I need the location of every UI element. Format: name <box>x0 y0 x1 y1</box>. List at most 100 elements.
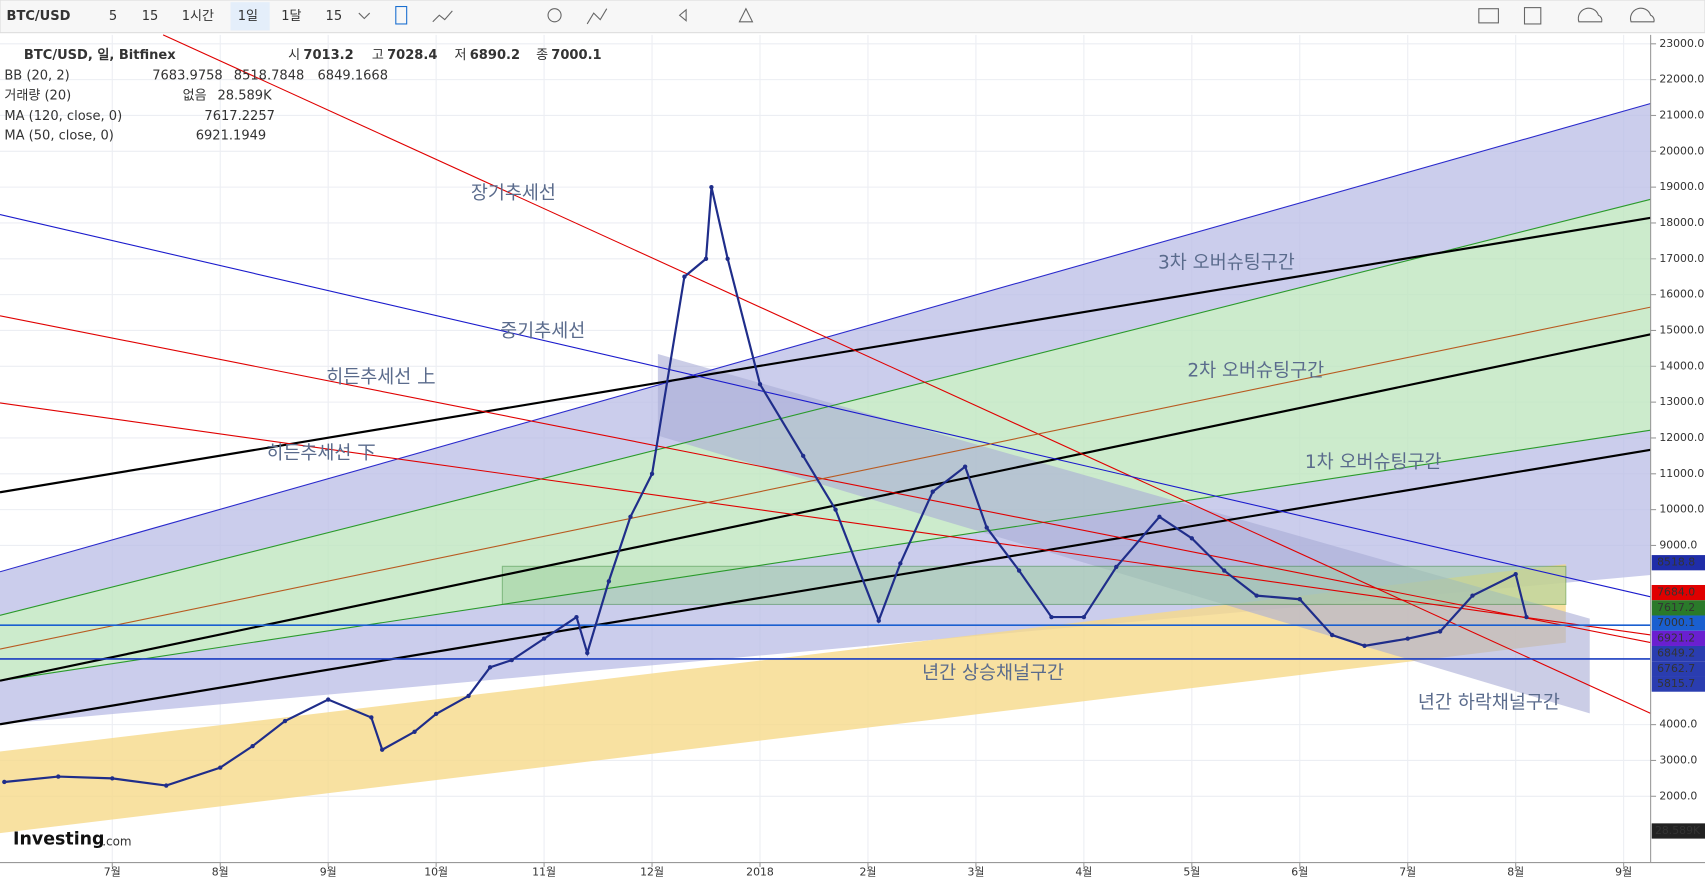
y-tick-label: 3000.0 <box>1659 753 1697 766</box>
price-point <box>574 614 579 620</box>
ohlc-value: 7013.2 <box>303 48 353 63</box>
x-tick-label: 7월 <box>1399 865 1416 878</box>
cloud-down[interactable] <box>1577 7 1603 23</box>
price-badge-label: 6762.7 <box>1657 662 1695 675</box>
price-badge <box>1651 555 1705 571</box>
legend: BTC/USD, 일, Bitfinex 시 7013.2 고 7028.4 저 6890.… <box>4 48 601 144</box>
cloud-up[interactable] <box>1630 7 1655 23</box>
logo-suffix: .com <box>102 834 131 848</box>
indicator-name: MA (50, close, 0) <box>4 129 114 144</box>
intervals: 5 15 1시간 1일 1달 15 <box>109 2 343 31</box>
price-point <box>326 697 331 702</box>
x-tick-label: 2월 <box>859 865 876 878</box>
y-tick-label: 23000.0 <box>1659 37 1704 50</box>
volume-badge <box>1651 823 1705 839</box>
price-badge <box>1651 630 1705 646</box>
price-badge-label: 7684.0 <box>1657 586 1695 599</box>
price-badge <box>1651 615 1705 631</box>
price-point <box>110 776 115 781</box>
price-point <box>164 783 169 788</box>
dropdown[interactable] <box>358 12 371 20</box>
annotation: 히든추세선 下 <box>266 443 375 464</box>
price-badge-label: 7617.2 <box>1657 601 1695 614</box>
x-tick-label: 5월 <box>1183 865 1200 878</box>
x-tick-label: 11월 <box>532 865 556 878</box>
x-tick-label: 4월 <box>1075 865 1092 878</box>
x-tick-label: 8월 <box>212 865 229 878</box>
layout-icon[interactable] <box>1523 7 1542 25</box>
annotation: 년간 상승채널구간 <box>922 663 1064 684</box>
symbol[interactable]: BTC/USD <box>7 9 71 24</box>
price-point <box>725 256 730 261</box>
interval[interactable]: 5 <box>109 9 117 24</box>
y-tick-label: 10000.0 <box>1659 503 1704 516</box>
y-tick-label: 21000.0 <box>1659 108 1704 121</box>
ohlc-value: 7028.4 <box>387 48 437 63</box>
price-badge <box>1651 661 1705 677</box>
price-point <box>709 184 714 190</box>
settings-icon[interactable] <box>547 8 562 23</box>
x-tick-label: 10월 <box>424 865 448 878</box>
toolbar-icons <box>358 5 1655 25</box>
price-point <box>682 274 687 279</box>
interval[interactable]: 1일 <box>238 9 258 24</box>
selected-interval <box>230 2 270 31</box>
y-tick-label: 14000.0 <box>1659 359 1704 372</box>
indicator-value: 28.589K <box>217 88 272 103</box>
interval[interactable]: 1시간 <box>182 9 214 24</box>
indicator-icon[interactable] <box>586 8 608 25</box>
alert-icon[interactable] <box>738 7 754 23</box>
price-point <box>282 718 288 724</box>
indicator-name: 거래량 (20) <box>4 88 71 103</box>
interval[interactable]: 15 <box>142 9 159 24</box>
price-point <box>1329 632 1335 638</box>
price-point <box>984 525 989 530</box>
price-point <box>1016 568 1022 573</box>
y-tick-label: 9000.0 <box>1659 538 1697 551</box>
x-tick-label: 3월 <box>967 865 984 878</box>
ohlc-label: 저 <box>455 48 467 63</box>
price-point <box>487 665 493 670</box>
ohlc-label: 고 <box>372 48 384 63</box>
interval[interactable]: 15 <box>326 9 343 24</box>
price-point <box>369 715 374 720</box>
indicator-value: 7617.2257 <box>204 109 275 124</box>
indicator-value: 8518.7848 <box>234 69 305 84</box>
price-badge-label: 5815.7 <box>1657 677 1695 690</box>
volume-badge-label: 28.589K <box>1655 824 1701 837</box>
price-point <box>1362 643 1367 648</box>
price-point <box>703 256 709 261</box>
price-badge <box>1651 600 1705 616</box>
x-tick-label: 9월 <box>1615 865 1632 878</box>
price-point <box>757 382 763 387</box>
x-tick-label: 2018 <box>746 865 774 878</box>
camera-icon[interactable] <box>1478 8 1499 24</box>
price-point <box>509 657 514 663</box>
candles-icon[interactable] <box>395 5 408 25</box>
price-point <box>2 779 7 785</box>
price-point <box>930 489 935 494</box>
price-badge <box>1651 676 1705 692</box>
price-point <box>218 765 223 770</box>
indicator-name: MA (120, close, 0) <box>4 109 122 124</box>
annotation: 2차 오버슈팅구간 <box>1187 360 1324 381</box>
line-icon[interactable] <box>432 10 453 23</box>
x-tick-label: 9월 <box>320 865 337 878</box>
price-point <box>898 561 903 566</box>
price-point <box>1114 564 1119 570</box>
price-point <box>628 514 633 519</box>
price-point <box>962 464 968 469</box>
y-tick-label: 12000.0 <box>1659 431 1704 444</box>
ohlc-label: 시 <box>288 48 300 63</box>
legend-title: BTC/USD, 일, Bitfinex <box>24 48 176 63</box>
price-point <box>379 747 385 752</box>
price-badge <box>1651 584 1705 601</box>
price-axis <box>1650 34 1705 863</box>
interval[interactable]: 1달 <box>281 9 301 24</box>
plot <box>2 184 1529 788</box>
price-point <box>1049 614 1054 620</box>
price-point <box>541 636 547 641</box>
price-point <box>1524 614 1529 620</box>
undo-icon[interactable] <box>678 8 687 22</box>
